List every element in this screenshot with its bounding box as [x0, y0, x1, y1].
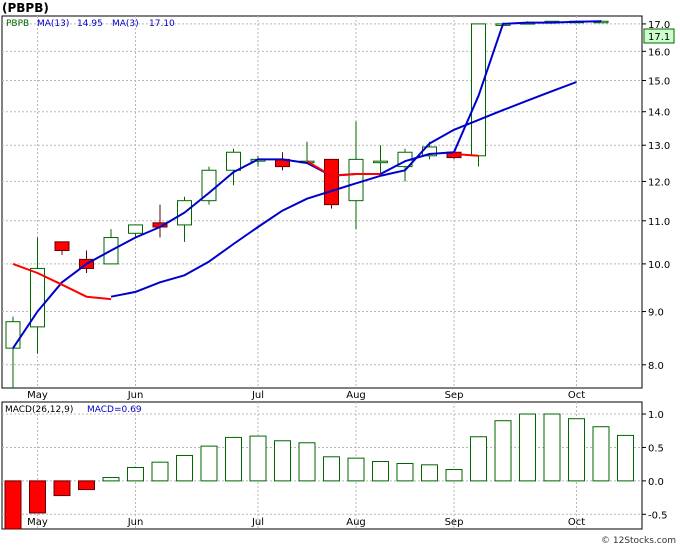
footer-credit: © 12Stocks.com	[601, 536, 676, 546]
macd-legend: MACD(26,12,9) MACD=0.69	[5, 405, 142, 415]
price-y-tick-label: 13.0	[648, 141, 670, 152]
price-x-axis: May Jun Jul Aug Sep Oct	[27, 390, 585, 401]
macd-x-axis: May Jun Jul Aug Sep Oct	[27, 517, 585, 528]
macd-panel: -0.5 0.0 0.5 1.0 May Jun Jul Aug Sep Oct MACD(26…	[1, 401, 668, 530]
legend-ma3-label: MA(3)	[112, 19, 139, 29]
macd-bar	[445, 469, 463, 482]
macd-bar	[200, 445, 218, 482]
macd-bar	[617, 434, 634, 482]
price-panel: 8.0 9.0 10.0 11.0 12.0 13.0 14.0 15.0 16.0 17.0 M…	[1, 15, 675, 401]
price-y-tick-label: 15.0	[648, 77, 670, 88]
macd-bar	[347, 457, 365, 482]
ma3-line-down-segment	[12, 262, 112, 301]
macd-x-tick-label: Jul	[251, 517, 264, 528]
legend-ma13-value: 14.95	[77, 19, 103, 29]
macd-y-tick-label: 0.0	[648, 477, 664, 488]
macd-x-tick-label: May	[27, 517, 48, 528]
macd-legend-label: MACD(26,12,9)	[5, 405, 73, 415]
price-y-tick-label: 8.0	[648, 361, 664, 372]
ma3-line-down-segment	[453, 153, 479, 157]
price-y-tick-label: 16.0	[648, 47, 670, 58]
price-x-tick-label: Aug	[346, 390, 366, 401]
last-price-tag-box	[643, 28, 675, 44]
candle-body	[54, 241, 70, 252]
macd-y-axis: -0.5 0.0 0.5 1.0	[642, 410, 668, 521]
macd-bar	[102, 477, 120, 482]
macd-bar	[249, 435, 267, 482]
macd-bar	[568, 418, 585, 482]
last-price-tag-text: 17.1	[648, 32, 670, 43]
price-y-axis: 8.0 9.0 10.0 11.0 12.0 13.0 14.0 15.0 16.0 17.0	[642, 20, 670, 372]
macd-bar	[323, 456, 340, 482]
price-y-tick-label: 12.0	[648, 177, 670, 188]
macd-x-tick-label: Jun	[127, 517, 144, 528]
macd-bars	[4, 413, 634, 530]
price-legend: PBPB MA(13) 14.95 MA(3) 17.10	[6, 19, 175, 29]
ma3-line-down-segment	[306, 160, 381, 177]
price-moving-averages	[12, 20, 602, 349]
macd-bar	[176, 454, 193, 482]
macd-x-tick-label: Sep	[445, 517, 464, 528]
macd-bar	[29, 480, 46, 514]
price-y-tick-label: 10.0	[648, 260, 670, 271]
macd-x-tick-label: Oct	[568, 517, 585, 528]
ma13-line	[110, 81, 577, 298]
macd-bar	[274, 440, 291, 482]
macd-legend-value: MACD=0.69	[87, 405, 142, 415]
macd-bar	[543, 413, 561, 482]
candle-body	[348, 158, 364, 202]
candle-body	[324, 158, 339, 206]
candle-body	[201, 169, 217, 202]
macd-bar	[127, 467, 144, 482]
macd-bar	[396, 462, 414, 482]
candle-body	[471, 23, 486, 157]
legend-ticker: PBPB	[6, 19, 29, 29]
macd-x-tick-label: Aug	[346, 517, 366, 528]
price-y-tick-label: 14.0	[648, 108, 670, 119]
last-price-tag: 17.1	[643, 28, 675, 44]
macd-y-tick-label: 0.5	[648, 443, 664, 454]
macd-y-tick-label: -0.5	[648, 510, 668, 521]
legend-ma13-label: MA(13)	[37, 19, 69, 29]
macd-bar	[78, 480, 95, 491]
macd-bar	[372, 460, 389, 482]
price-panel-frame	[1, 15, 643, 389]
candle-body	[226, 151, 241, 171]
candle-body	[30, 267, 45, 328]
macd-bar	[494, 420, 512, 482]
macd-bar	[421, 464, 438, 482]
candle-body	[128, 224, 143, 234]
macd-bar	[4, 480, 22, 530]
price-x-tick-label: Sep	[445, 390, 464, 401]
macd-bar	[151, 461, 169, 482]
price-y-tick-label: 9.0	[648, 308, 664, 319]
price-y-tick-label: 11.0	[648, 217, 670, 228]
macd-bar	[53, 480, 71, 497]
macd-bar	[519, 413, 536, 482]
price-x-tick-label: May	[27, 390, 48, 401]
price-x-tick-label: Oct	[568, 390, 585, 401]
chart-title: (PBPB)	[2, 1, 49, 15]
candle-body	[373, 160, 388, 164]
price-x-tick-label: Jun	[127, 390, 144, 401]
price-y-tick-label: 17.0	[648, 20, 670, 31]
macd-bar	[298, 442, 316, 482]
price-x-tick-label: Jul	[251, 390, 264, 401]
macd-bar	[592, 426, 610, 482]
macd-bar	[225, 436, 242, 482]
ma3-line	[12, 20, 602, 349]
macd-y-tick-label: 1.0	[648, 410, 664, 421]
candle-body	[5, 321, 21, 349]
legend-ma3-value: 17.10	[149, 19, 175, 29]
macd-bar	[470, 436, 487, 482]
